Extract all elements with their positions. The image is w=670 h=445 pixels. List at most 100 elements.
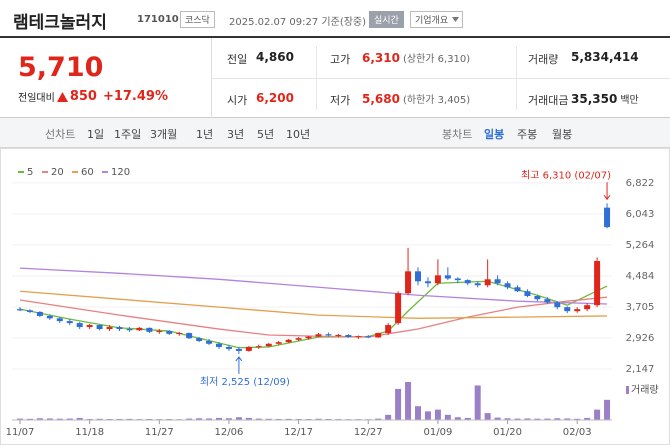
candle-body xyxy=(126,329,133,331)
change-value: 850 xyxy=(69,89,97,104)
x-tick-label: 12/27 xyxy=(354,427,383,438)
period-button[interactable]: 10년 xyxy=(286,128,311,141)
candle-body xyxy=(584,305,591,310)
y-tick-label: 2,147 xyxy=(626,364,655,375)
stat-label: 시가 xyxy=(227,94,248,107)
stat-value: 5,834,414 xyxy=(571,50,639,64)
volume-bar xyxy=(245,417,252,420)
legend-label: 5 xyxy=(27,167,33,178)
legend-label: 60 xyxy=(81,167,94,178)
volume-bar xyxy=(17,418,23,420)
stat-label: 고가 xyxy=(330,53,351,66)
volume-bar xyxy=(285,418,292,420)
stat-value-text: 5,680 xyxy=(362,92,400,106)
y-tick-label: 3,705 xyxy=(626,302,655,313)
volume-bar xyxy=(424,411,431,420)
up-triangle xyxy=(56,91,68,102)
volume-bar xyxy=(116,418,123,420)
divider xyxy=(211,78,670,79)
period-button[interactable]: 3개월 xyxy=(150,128,178,141)
volume-legend-label: 거래량 xyxy=(631,384,659,396)
volume-bar xyxy=(494,417,501,420)
volume-bar xyxy=(534,418,541,420)
stat-value-text: 4,860 xyxy=(256,50,294,64)
stat-value: 6,200 xyxy=(256,91,294,105)
volume-bar xyxy=(56,418,63,420)
volume-bar xyxy=(464,417,471,420)
dropdown-arrow xyxy=(452,17,460,22)
volume-bar xyxy=(76,417,83,420)
candle-body xyxy=(136,327,143,331)
period-button[interactable]: 3년 xyxy=(227,128,245,141)
stat-value: 4,860 xyxy=(256,50,294,64)
candle-body xyxy=(305,336,312,339)
candle-body xyxy=(206,340,213,344)
volume-bar xyxy=(126,418,133,420)
y-tick-label: 6,822 xyxy=(626,178,655,189)
volume-bar xyxy=(604,399,611,420)
candle-body xyxy=(464,280,471,284)
realtime-badge[interactable]: 실시간 xyxy=(369,11,404,28)
candle-body xyxy=(355,336,362,338)
company-button[interactable]: 기업개요 xyxy=(410,11,464,28)
volume-bar xyxy=(26,418,33,420)
stat-value: 5,680 (하한가 3,405) xyxy=(362,91,470,106)
volume-bar xyxy=(444,414,451,420)
candle-body xyxy=(245,346,252,351)
candle-body xyxy=(335,335,342,337)
change-row: 전일대비 850 +17.49% xyxy=(18,89,168,104)
legend-label: 20 xyxy=(51,167,64,178)
period-button[interactable]: 1년 xyxy=(196,128,214,141)
candle-body xyxy=(26,310,33,312)
candle-body xyxy=(285,339,292,343)
volume-bar xyxy=(325,418,332,420)
stat-label: 거래대금 xyxy=(528,94,569,107)
volume-bar xyxy=(275,418,282,420)
period-button[interactable]: 5년 xyxy=(257,128,275,141)
y-tick-label: 6,043 xyxy=(626,209,655,220)
candle-chart-label: 봉차트 xyxy=(442,128,473,141)
stat-label: 전일 xyxy=(227,53,248,66)
candle-body xyxy=(96,325,103,330)
candle-period-button[interactable]: 일봉 xyxy=(484,128,505,141)
volume-bar xyxy=(315,418,322,420)
candle-body xyxy=(524,291,531,297)
stat-value: 35,350 백만 xyxy=(571,91,639,106)
candle-body xyxy=(405,271,412,294)
volume-bar xyxy=(385,414,392,420)
volume-bar xyxy=(395,388,402,420)
candle-period-button[interactable]: 주봉 xyxy=(517,128,538,141)
period-button[interactable]: 1일 xyxy=(87,128,105,141)
min-arrow xyxy=(235,356,243,374)
stat-unit: 백만 xyxy=(620,95,639,106)
volume-bar xyxy=(146,418,153,420)
candle-body xyxy=(66,321,73,324)
toolbar: 선차트 봉차트 1일 1주일 3개월 1년 3년 5년 10년 일봉 주봉 월봉 xyxy=(0,118,670,148)
price-panel: 5,710 전일대비 850 +17.49% 전일 4,860 고가 6,310 (상한… xyxy=(0,38,670,118)
stat-label: 저가 xyxy=(330,94,351,107)
candle-body xyxy=(484,279,491,286)
volume-bar xyxy=(564,418,571,420)
candle-body xyxy=(146,327,153,332)
volume-bar xyxy=(524,418,531,420)
stat-value-text: 6,200 xyxy=(256,91,294,105)
candle-body xyxy=(415,271,421,282)
volume-legend-swatch xyxy=(626,386,629,394)
header: 램테크놀러지 171010 코스닥 2025.02.07 09:27 기준(장중… xyxy=(0,0,670,38)
candle-body xyxy=(444,275,451,279)
volume-bar xyxy=(514,418,521,420)
volume-bar xyxy=(295,418,302,420)
y-tick-label: 2,926 xyxy=(626,333,655,344)
ma-line xyxy=(19,290,608,319)
candle-period-button[interactable]: 월봉 xyxy=(552,128,573,141)
volume-bar xyxy=(584,417,591,420)
volume-bar xyxy=(454,417,461,420)
volume-bar xyxy=(66,418,73,420)
period-button[interactable]: 1주일 xyxy=(114,128,142,141)
candle-body xyxy=(604,207,611,228)
line-chart-label: 선차트 xyxy=(45,128,76,141)
candle-body xyxy=(514,287,521,292)
volume-bar xyxy=(434,409,441,420)
change-pct: +17.49% xyxy=(102,89,168,104)
